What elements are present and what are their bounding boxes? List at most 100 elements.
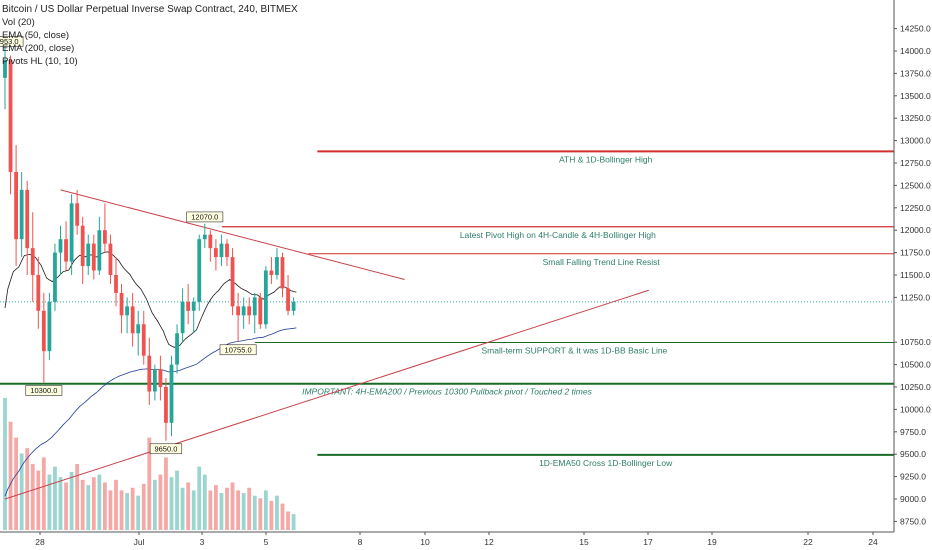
volume-bar	[191, 490, 196, 530]
volume-bar	[8, 421, 13, 530]
price-tick-label: 11750.0	[900, 248, 930, 258]
trend-lines	[4, 189, 649, 500]
pivot-box	[25, 385, 63, 396]
candle[interactable]	[147, 337, 152, 405]
candle[interactable]	[25, 180, 30, 275]
indicator-ema200[interactable]: EMA (200, close)	[2, 43, 75, 54]
candle[interactable]	[58, 225, 63, 275]
candle[interactable]	[69, 194, 74, 275]
candle[interactable]	[53, 243, 57, 311]
candle[interactable]	[108, 234, 113, 284]
time-tick-label: 15	[579, 537, 589, 547]
horizontal-levels: ATH & 1D-Bollinger High12880.0Latest Piv…	[0, 145, 932, 468]
candle[interactable]	[230, 248, 235, 316]
pivot-box	[186, 211, 224, 223]
candle[interactable]	[197, 234, 202, 311]
candle[interactable]	[164, 378, 168, 441]
candle[interactable]	[103, 203, 107, 253]
candle[interactable]	[119, 283, 124, 334]
indicator-ema50[interactable]: EMA (50, close)	[2, 30, 70, 41]
candle[interactable]	[241, 297, 246, 329]
candle-body	[75, 203, 80, 226]
candle[interactable]	[280, 252, 285, 298]
pivot-label: 9650.0	[154, 444, 177, 453]
candle[interactable]	[86, 234, 91, 275]
candle[interactable]	[136, 310, 141, 356]
indicator-volume[interactable]: Vol (20)	[2, 17, 35, 28]
candle[interactable]	[41, 292, 46, 383]
candle[interactable]	[158, 355, 163, 401]
candlesticks[interactable]	[3, 46, 296, 441]
candle[interactable]	[125, 297, 129, 334]
candle[interactable]	[225, 239, 229, 267]
volume-bar	[58, 477, 63, 530]
volume-bar	[258, 498, 263, 530]
candle[interactable]	[91, 234, 96, 280]
candle[interactable]	[141, 310, 146, 365]
candle[interactable]	[219, 234, 224, 267]
candle[interactable]	[247, 297, 252, 325]
candle-body	[241, 306, 246, 316]
price-tick-label: 11250.0	[900, 292, 930, 302]
candle[interactable]	[275, 248, 279, 280]
candle-body	[180, 301, 185, 334]
candle[interactable]	[180, 288, 185, 343]
candle[interactable]	[19, 171, 24, 258]
candle-body	[175, 333, 179, 365]
candle[interactable]	[208, 230, 213, 262]
indicator-pivots[interactable]: Pivots HL (10, 10)	[2, 56, 78, 67]
candle[interactable]	[286, 275, 290, 316]
candle-body	[130, 306, 135, 334]
price-tick-label: 9250.0	[900, 472, 926, 482]
candle-body	[164, 387, 168, 423]
candle[interactable]	[36, 257, 41, 329]
volume-bar	[252, 495, 257, 530]
candle[interactable]	[97, 216, 102, 275]
price-tick-label: 10250.0	[900, 382, 931, 392]
candle[interactable]	[3, 46, 7, 110]
candle[interactable]	[80, 216, 85, 284]
volume-bar	[19, 453, 24, 530]
symbol-title[interactable]: Bitcoin / US Dollar Perpetual Inverse Sw…	[2, 4, 298, 15]
candle[interactable]	[75, 189, 80, 235]
volume-bar	[91, 477, 96, 530]
candle-body	[47, 301, 52, 352]
candle[interactable]	[202, 223, 207, 249]
candle[interactable]	[130, 292, 135, 347]
candle[interactable]	[291, 297, 296, 316]
pivot-label: 10755.0	[225, 345, 252, 354]
candle-body	[136, 324, 141, 334]
candle-body	[147, 355, 152, 392]
price-tick-label: 10000.0	[900, 404, 931, 414]
candle[interactable]	[64, 221, 68, 271]
candle[interactable]	[252, 292, 257, 334]
candle[interactable]	[152, 364, 157, 401]
candle[interactable]	[214, 239, 218, 271]
candle[interactable]	[14, 145, 18, 267]
candle[interactable]	[114, 257, 118, 307]
volume-bar	[241, 493, 246, 530]
candle[interactable]	[169, 355, 174, 437]
candle-body	[53, 252, 57, 302]
candle[interactable]	[258, 292, 263, 329]
pivot-box	[149, 443, 183, 455]
time-tick-label: 17	[643, 537, 653, 547]
candle[interactable]	[263, 266, 268, 329]
candle[interactable]	[30, 212, 35, 302]
candle-body	[214, 248, 218, 258]
volume-bar	[236, 490, 240, 530]
volume-bar	[69, 471, 74, 530]
candle[interactable]	[269, 257, 274, 284]
volume-bar	[103, 482, 107, 530]
candle[interactable]	[191, 297, 196, 334]
candle-body	[252, 297, 257, 316]
price-axis[interactable]: 14250.0 14000.0 13750.0 13500.0 13250.0 13000…	[893, 0, 932, 550]
candle[interactable]	[186, 283, 191, 325]
time-axis[interactable]: 28 Jul 3 5 8 10 12 15 17 19 22 24	[0, 531, 894, 547]
candle[interactable]	[47, 292, 52, 361]
volume-bar	[208, 490, 213, 530]
candle[interactable]	[236, 292, 240, 342]
candle[interactable]	[8, 55, 13, 195]
candle[interactable]	[175, 324, 179, 374]
